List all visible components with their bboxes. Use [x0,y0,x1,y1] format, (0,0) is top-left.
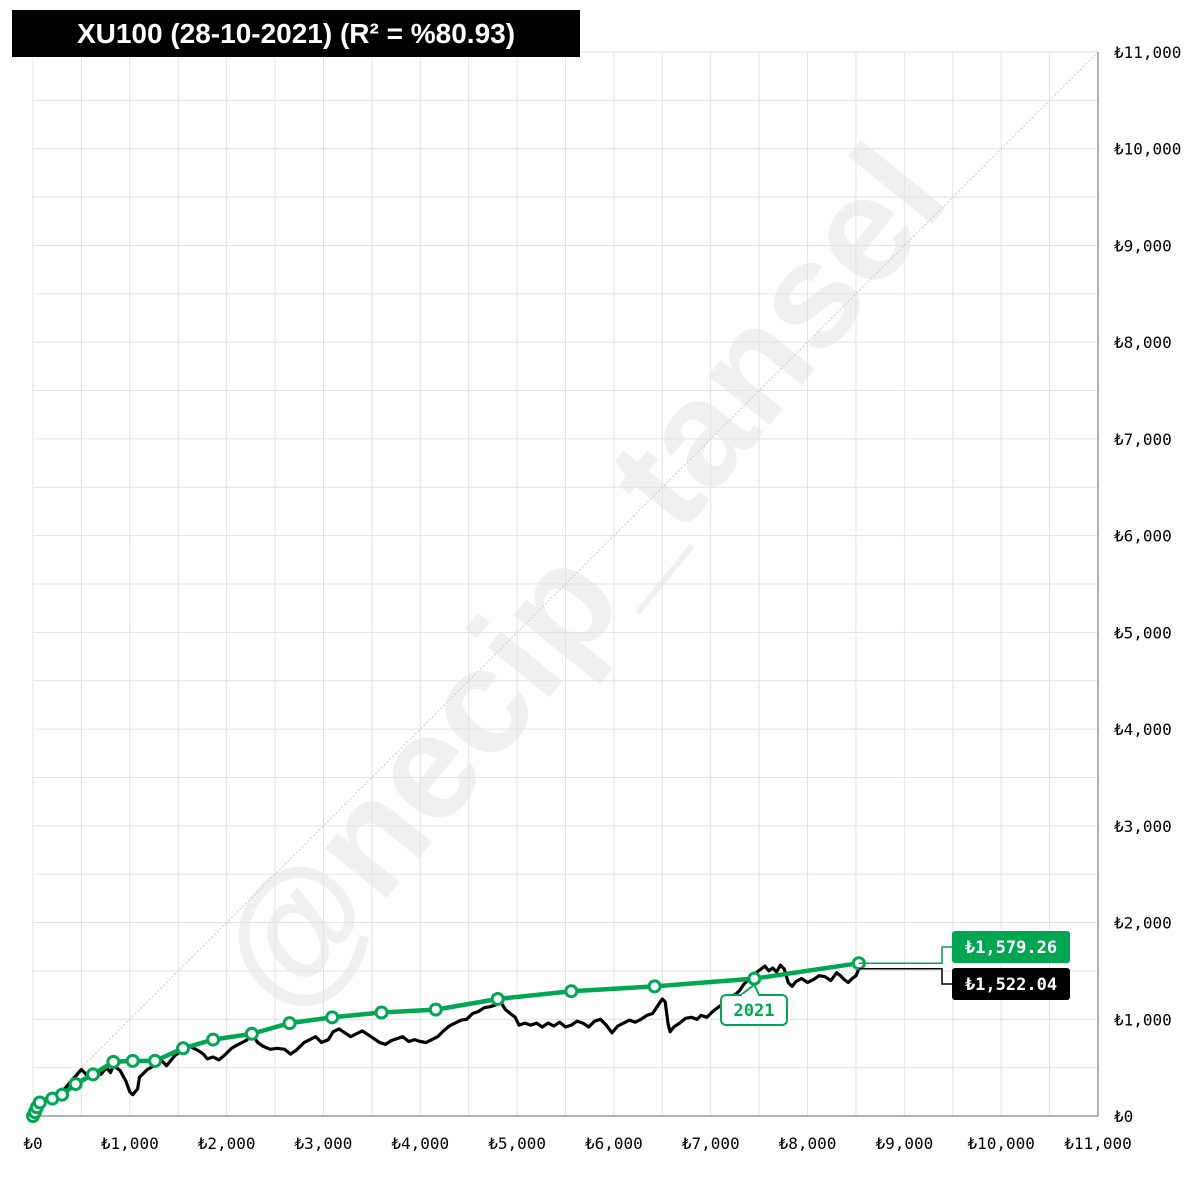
fit-marker [564,984,579,999]
x-tick-label: ₺6,000 [585,1134,643,1153]
x-tick-label: ₺2,000 [198,1134,256,1153]
fit-marker [428,1002,443,1017]
fit-marker [55,1087,70,1102]
fit-marker [244,1026,259,1041]
axes [33,52,1099,1117]
y-tick-label: ₺6,000 [1114,527,1172,546]
diagonal-line [32,51,1099,1117]
fit-marker [747,971,762,986]
x-tick-label: ₺3,000 [295,1134,353,1153]
x-tick-label: ₺11,000 [1064,1134,1131,1153]
diagonal-reference-line [32,51,1099,1117]
x-tick-label: ₺0 [23,1134,42,1153]
fit-marker [206,1032,221,1047]
y-tick-label: ₺8,000 [1114,333,1172,352]
x-tick-label: ₺10,000 [967,1134,1034,1153]
watermark-text: @necip_tansel [182,114,976,1040]
fit-marker [68,1077,83,1092]
fit-marker [490,991,505,1006]
y-tick-label: ₺5,000 [1114,623,1172,642]
fit-marker [125,1053,140,1068]
watermark: @necip_tansel [182,114,976,1040]
annotations: ₺1,579.26 ₺1,522.04 2021 [720,931,1070,1026]
x-tick-labels: ₺0 ₺1,000 ₺2,000 ₺3,000 ₺4,000 ₺5,000 ₺6,000 ₺7… [23,1134,1131,1153]
fit-marker [176,1041,191,1056]
y-tick-label: ₺1,000 [1114,1010,1172,1029]
fit-marker [106,1054,121,1069]
fit-marker [374,1005,389,1020]
y-tick-label: ₺3,000 [1114,817,1172,836]
fit-label-connector [858,946,952,964]
fit-line [30,960,862,1119]
y-tick-label: ₺4,000 [1114,720,1172,739]
x-tick-label: ₺7,000 [682,1134,740,1153]
y-tick-label: ₺0 [1114,1107,1133,1126]
price-value-label: ₺1,522.04 [965,975,1057,995]
x-tick-label: ₺8,000 [779,1134,837,1153]
year-callout-label: 2021 [734,1001,775,1021]
price-label-connector [858,968,952,985]
y-tick-label: ₺2,000 [1114,914,1172,933]
y-tick-label: ₺11,000 [1114,43,1181,62]
year-callout-gap [742,994,758,998]
price-line [31,963,861,1117]
fit-marker [325,1010,340,1025]
x-tick-label: ₺5,000 [488,1134,546,1153]
price-value-badge [952,968,1070,1000]
fit-marker [282,1016,297,1031]
fit-marker [32,1095,47,1110]
y-tick-label: ₺7,000 [1114,430,1172,449]
x-tick-label: ₺4,000 [391,1134,449,1153]
fit-marker [647,979,662,994]
y-tick-label: ₺10,000 [1114,140,1181,159]
fit-value-badge [952,931,1070,963]
x-tick-label: ₺1,000 [101,1134,159,1153]
y-tick-labels: ₺0 ₺1,000 ₺2,000 ₺3,000 ₺4,000 ₺5,000 ₺6,000 ₺7… [1114,43,1181,1126]
x-tick-label: ₺9,000 [875,1134,933,1153]
fit-marker [147,1053,162,1068]
series [26,956,866,1123]
chart-title: XU100 (28-10-2021) (R² = %80.93) [12,10,580,57]
fit-marker [86,1067,101,1082]
y-tick-label: ₺9,000 [1114,236,1172,255]
fit-value-label: ₺1,579.26 [965,938,1057,958]
